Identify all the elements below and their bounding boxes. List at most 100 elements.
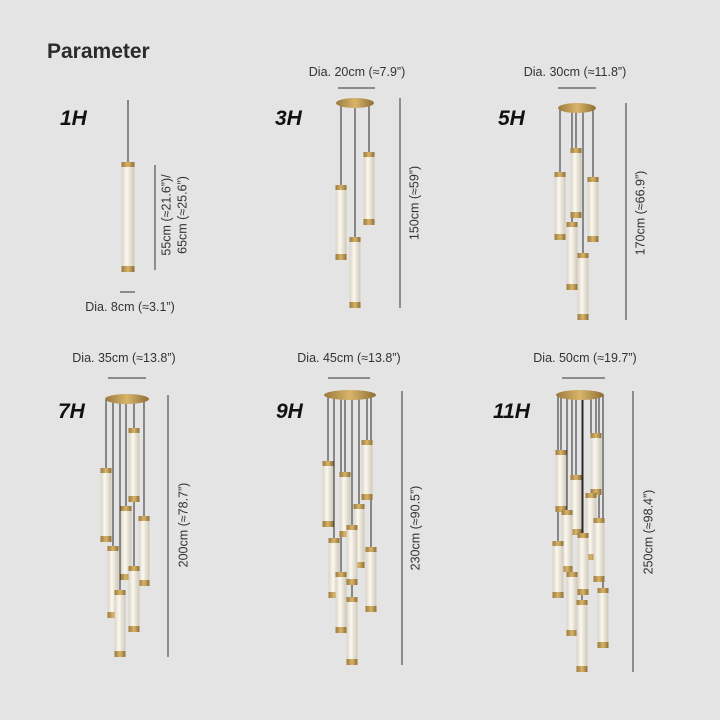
cap bbox=[552, 592, 564, 598]
tube bbox=[577, 253, 589, 320]
tube bbox=[322, 461, 334, 527]
cap bbox=[328, 592, 340, 598]
tube bbox=[587, 177, 599, 242]
lamp-group: 11H Dia. 50cm (≈19.7”) 250cm (≈98.4”) bbox=[493, 351, 655, 672]
tube bbox=[339, 472, 351, 537]
cap bbox=[570, 212, 582, 218]
cap bbox=[555, 450, 567, 455]
cap bbox=[120, 506, 132, 511]
cap bbox=[576, 600, 588, 605]
cap bbox=[361, 494, 373, 500]
lamp-label: 5H bbox=[498, 107, 526, 130]
tube bbox=[346, 597, 358, 665]
tube bbox=[349, 237, 361, 308]
cap bbox=[120, 574, 132, 580]
lamp-label: 11H bbox=[493, 400, 531, 423]
cap bbox=[363, 152, 375, 157]
tube bbox=[346, 525, 358, 585]
tube bbox=[566, 572, 578, 636]
cap bbox=[590, 433, 602, 438]
cap bbox=[100, 536, 112, 542]
tube bbox=[555, 450, 567, 512]
diameter-label: Dia. 30cm (≈11.8”) bbox=[524, 65, 627, 79]
cap bbox=[576, 666, 588, 672]
cap bbox=[363, 219, 375, 225]
cap bbox=[114, 590, 126, 595]
tube bbox=[138, 516, 150, 586]
cap bbox=[107, 612, 119, 618]
cap bbox=[353, 562, 365, 568]
cap bbox=[107, 546, 119, 551]
height-label: 65cm (≈25.6”) bbox=[175, 176, 189, 254]
cap bbox=[593, 576, 605, 582]
cap bbox=[570, 529, 582, 535]
tube bbox=[335, 185, 347, 260]
cap bbox=[570, 475, 582, 480]
cap bbox=[570, 148, 582, 153]
cap bbox=[361, 440, 373, 445]
lamp-group: 9H Dia. 45cm (≈13.8”) 230cm (≈90.5”) bbox=[276, 351, 422, 665]
cap bbox=[339, 472, 351, 477]
lamp-label: 3H bbox=[275, 107, 303, 130]
cap bbox=[561, 566, 573, 572]
cap bbox=[554, 172, 566, 177]
tube bbox=[597, 588, 609, 648]
diameter-label: Dia. 45cm (≈13.8”) bbox=[297, 351, 400, 365]
diameter-label: Dia. 20cm (≈7.9”) bbox=[309, 65, 405, 79]
height-label: 55cm (≈21.6”)/ bbox=[159, 174, 173, 256]
lamp-label: 7H bbox=[58, 400, 86, 423]
cap bbox=[566, 630, 578, 636]
diameter-label: Dia. 50cm (≈19.7”) bbox=[533, 351, 636, 365]
cap bbox=[577, 314, 589, 320]
cap bbox=[587, 236, 599, 242]
cap bbox=[566, 284, 578, 290]
tube bbox=[590, 433, 602, 495]
cap bbox=[128, 566, 140, 571]
canopy bbox=[105, 394, 149, 404]
cap bbox=[138, 580, 150, 586]
cap bbox=[561, 510, 573, 515]
cap bbox=[597, 642, 609, 648]
tube bbox=[365, 547, 377, 612]
tube bbox=[121, 162, 135, 272]
tube bbox=[554, 172, 566, 240]
canopy bbox=[324, 390, 376, 400]
cap bbox=[555, 506, 567, 512]
cap bbox=[322, 521, 334, 527]
diameter-label: Dia. 8cm (≈3.1”) bbox=[85, 300, 175, 314]
height-label: 170cm (≈66.9”) bbox=[633, 171, 647, 256]
cap bbox=[346, 659, 358, 665]
cap bbox=[335, 185, 347, 190]
cap bbox=[566, 572, 578, 577]
cap bbox=[585, 493, 597, 498]
tube bbox=[100, 468, 112, 542]
cap bbox=[121, 162, 135, 167]
lamp-group: 5H Dia. 30cm (≈11.8”) 170cm (≈66.9”) bbox=[498, 65, 647, 320]
tube bbox=[114, 590, 126, 657]
tube bbox=[570, 148, 582, 218]
tube bbox=[128, 428, 140, 502]
cap bbox=[577, 589, 589, 595]
tube bbox=[593, 518, 605, 582]
cap bbox=[577, 533, 589, 538]
cap bbox=[138, 516, 150, 521]
tube bbox=[566, 222, 578, 290]
tube bbox=[552, 541, 564, 598]
tube bbox=[577, 533, 589, 595]
cap bbox=[346, 525, 358, 530]
diameter-label: Dia. 35cm (≈13.8”) bbox=[72, 351, 175, 365]
cap bbox=[346, 579, 358, 585]
height-label: 200cm (≈78.7”) bbox=[176, 483, 190, 568]
cap bbox=[339, 531, 351, 537]
cap bbox=[335, 627, 347, 633]
tube bbox=[561, 510, 573, 572]
cap bbox=[365, 547, 377, 552]
cap bbox=[554, 234, 566, 240]
cap bbox=[128, 626, 140, 632]
cap bbox=[566, 222, 578, 227]
height-label: 230cm (≈90.5”) bbox=[408, 486, 422, 571]
tube bbox=[363, 152, 375, 225]
lamp-group: 3H Dia. 20cm (≈7.9”) 150cm (≈59”) bbox=[275, 65, 421, 308]
height-label: 150cm (≈59”) bbox=[407, 166, 421, 240]
